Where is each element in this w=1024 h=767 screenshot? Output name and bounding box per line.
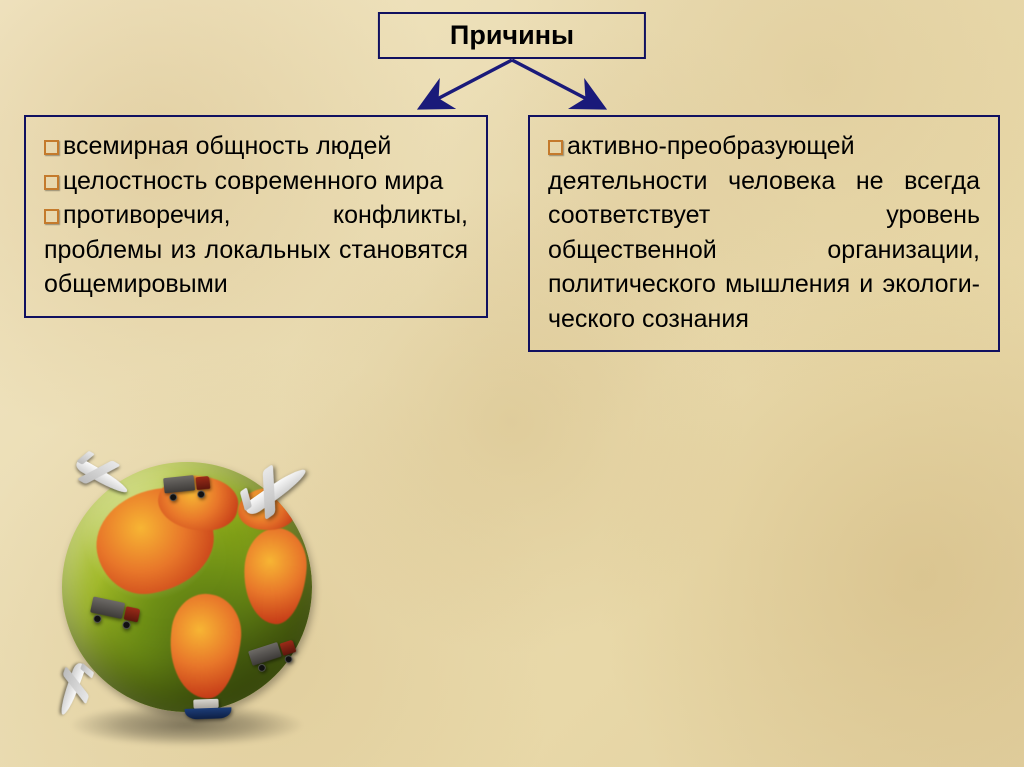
title-text: Причины	[450, 20, 574, 50]
continent	[165, 591, 245, 702]
causes-right-box: активно-преобразующей деятельности челов…	[528, 115, 1000, 352]
bullet-item: всемирная общность лю­дей	[44, 129, 468, 164]
arrows	[362, 56, 662, 116]
bullet-icon	[44, 175, 59, 190]
globe-illustration	[32, 432, 352, 752]
causes-left-box: всемирная общность лю­дей целостность со…	[24, 115, 488, 318]
bullet-icon	[44, 140, 59, 155]
bullet-text: противоречия, конфликты, проблемы из лок…	[44, 201, 468, 298]
airplane-icon	[57, 662, 86, 717]
bullet-icon	[44, 209, 59, 224]
bullet-item: целостность современно­го мира	[44, 164, 468, 199]
bullet-item: противоречия, конфликты, проблемы из лок…	[44, 198, 468, 302]
arrow-right	[512, 60, 604, 108]
bullet-text: целостность современно­го мира	[63, 167, 443, 195]
ship-icon	[184, 698, 231, 719]
title-box: Причины	[378, 12, 646, 59]
bullet-item: активно-преобразующей деятельности челов…	[548, 129, 980, 336]
airplane-icon	[74, 457, 130, 496]
continent	[241, 526, 310, 626]
arrow-left	[420, 60, 512, 108]
truck-icon	[163, 473, 211, 498]
bullet-text: активно-преобразующей деятельности челов…	[548, 132, 980, 333]
bullet-icon	[548, 140, 563, 155]
bullet-text: всемирная общность лю­дей	[63, 132, 391, 160]
